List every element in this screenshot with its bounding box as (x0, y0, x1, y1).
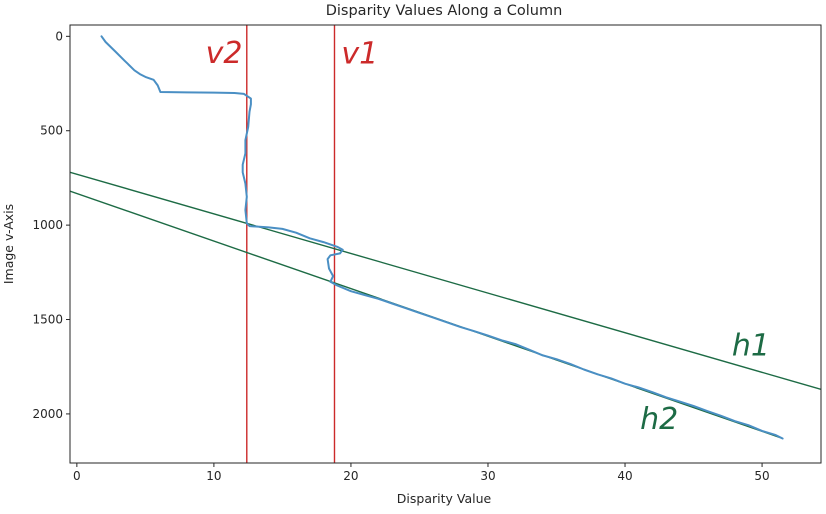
annotation-v2: v2 (206, 36, 243, 71)
x-tick-label: 20 (343, 469, 358, 483)
y-axis-label: Image v-Axis (1, 204, 16, 284)
annotation-h2: h2 (640, 402, 678, 437)
x-tick-label: 30 (480, 469, 495, 483)
x-tick-label: 50 (754, 469, 769, 483)
annotation-v1: v1 (341, 37, 378, 72)
y-tick-label: 1500 (32, 313, 63, 327)
x-axis: 0 10 20 30 40 50 (73, 463, 770, 483)
x-tick-label: 40 (617, 469, 632, 483)
annotation-h1: h1 (732, 328, 770, 363)
plot-area: v2 v1 h1 h2 (70, 25, 821, 463)
reference-line-h1 (70, 171, 821, 391)
series-line-0 (100, 35, 784, 440)
y-tick-label: 2000 (32, 407, 63, 421)
y-tick-label: 1000 (32, 218, 63, 232)
y-tick-label: 500 (40, 124, 63, 138)
x-tick-label: 10 (206, 469, 221, 483)
plot-frame (69, 24, 822, 464)
chart-title: Disparity Values Along a Column (326, 3, 563, 19)
y-axis: 0 500 1000 1500 2000 (32, 29, 70, 421)
x-tick-label: 0 (73, 469, 81, 483)
x-axis-label: Disparity Value (397, 491, 492, 506)
y-tick-label: 0 (55, 29, 63, 43)
